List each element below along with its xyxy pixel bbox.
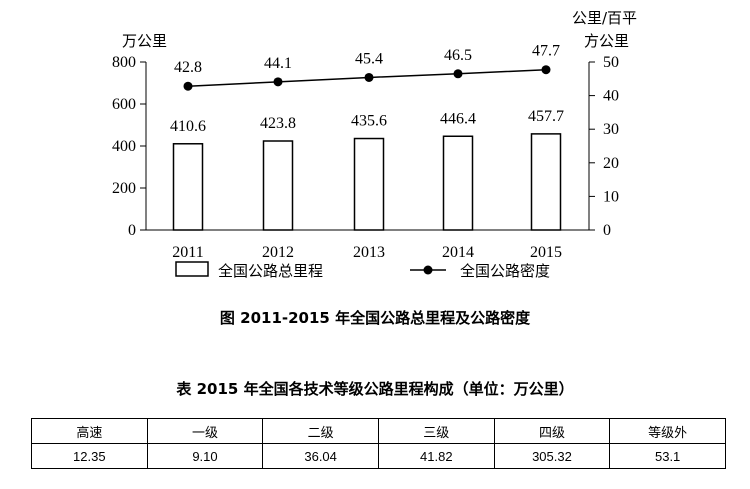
x-tick-label: 2015 [530,244,562,261]
density-point [541,65,551,75]
table-value-row: 12.35 9.10 36.04 41.82 305.32 53.1 [31,443,726,469]
right-tick-label: 10 [603,188,619,205]
legend-bar-label: 全国公路总里程 [218,262,323,280]
table-header-row: 高速 一级 二级 三级 四级 等级外 [31,418,726,444]
table-value-cell: 36.04 [262,443,379,469]
figure-caption: 图 2011-2015 年全国公路总里程及公路密度 [219,309,531,327]
table-value-cell: 305.32 [493,443,611,469]
table-header-cell: 三级 [377,418,495,444]
density-data-label: 42.8 [174,59,202,76]
density-point [453,69,463,79]
legend-line-label: 全国公路密度 [460,262,550,280]
right-tick-label: 40 [603,88,619,105]
density-point [364,72,374,82]
table-value-cell: 12.35 [31,443,148,469]
bar-data-label: 410.6 [170,118,206,135]
density-data-label: 45.4 [355,50,383,67]
table-caption: 表 2015 年全国各技术等级公路里程构成（单位：万公里） [176,380,574,398]
right-tick-label: 50 [603,54,619,71]
density-data-label: 47.7 [532,43,560,60]
table-header-cell: 等级外 [609,418,726,444]
density-point [183,81,193,91]
legend-line-marker [423,265,433,275]
bar-data-label: 446.4 [440,110,476,127]
x-tick-label: 2013 [353,244,385,261]
bar-total-mileage [530,133,562,231]
bar-total-mileage [442,135,474,231]
table-value-cell: 53.1 [609,443,726,469]
x-tick-label: 2012 [262,244,294,261]
table-header-cell: 二级 [262,418,379,444]
table-header-cell: 一级 [146,418,264,444]
density-point [273,77,283,87]
road-grade-table: 高速 一级 二级 三级 四级 等级外 12.35 9.10 36.04 41.8… [31,418,726,469]
bar-total-mileage [262,140,294,231]
table-value-cell: 9.10 [146,443,264,469]
left-tick-label: 800 [112,54,136,71]
right-tick-label: 0 [603,222,611,239]
left-axis-unit: 万公里 [122,32,167,50]
x-tick-label: 2014 [442,244,474,261]
right-axis-unit-line2: 方公里 [584,32,629,50]
bar-data-label: 423.8 [260,115,296,132]
table-header-cell: 高速 [31,418,148,444]
left-tick-label: 0 [128,222,136,239]
bar-data-label: 435.6 [351,113,387,130]
density-data-label: 44.1 [264,55,292,72]
table-header-cell: 四级 [493,418,611,444]
bar-data-label: 457.7 [528,108,564,125]
table-value-cell: 41.82 [377,443,495,469]
right-axis-unit-line1: 公里/百平 [572,9,637,27]
right-tick-label: 30 [603,121,619,138]
x-tick-label: 2011 [172,244,203,261]
left-tick-label: 400 [112,138,136,155]
bar-total-mileage [353,137,385,231]
left-tick-label: 600 [112,96,136,113]
density-data-label: 46.5 [444,47,472,64]
legend-bar-swatch [175,261,209,277]
bar-total-mileage [172,143,204,231]
right-tick-label: 20 [603,155,619,172]
left-tick-label: 200 [112,180,136,197]
